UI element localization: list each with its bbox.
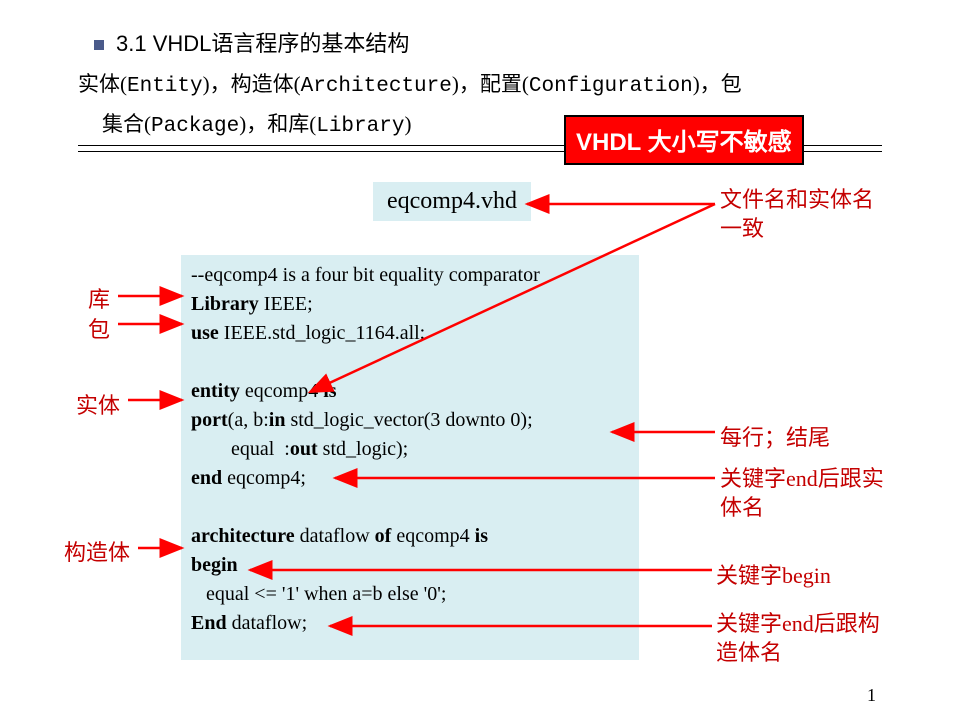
intro-library: Library <box>316 115 404 138</box>
label-text: 每行；结尾 <box>720 425 830 450</box>
kw-use: use <box>191 322 219 344</box>
intro-text: ) <box>404 112 411 136</box>
code-line: port(a, b:in std_logic_vector(3 downto 0… <box>191 406 631 435</box>
label-end-entity: 关键字end后跟实体名 <box>720 465 900 522</box>
code-text: IEEE; <box>259 293 313 315</box>
code-line: architecture dataflow of eqcomp4 is <box>191 522 631 551</box>
intro-entity: Entity <box>127 75 203 98</box>
label-filename-match: 文件名和实体名一致 <box>720 186 880 243</box>
section-heading: 3.1 VHDL语言程序的基本结构 <box>94 26 409 58</box>
kw-out: out <box>290 438 318 460</box>
code-line: End dataflow; <box>191 609 631 638</box>
label-package: 包 <box>88 312 110 344</box>
label-architecture: 构造体 <box>64 535 130 567</box>
code-line <box>191 493 631 522</box>
code-text: IEEE.std_logic_1164.all; <box>219 322 425 344</box>
label-text: 关键字end后跟实体名 <box>720 466 884 520</box>
intro-text: 实体( <box>78 72 127 96</box>
page-number-text: 1 <box>867 685 876 705</box>
label-text: 构造体 <box>64 540 130 565</box>
intro-text: )，和库( <box>239 112 316 136</box>
code-line: use IEEE.std_logic_1164.all; <box>191 319 631 348</box>
kw-begin: begin <box>191 554 238 576</box>
code-text: eqcomp4 <box>391 525 474 547</box>
intro-line-2: 集合(Package)，和库(Library) <box>102 108 411 138</box>
intro-package: Package <box>151 115 239 138</box>
label-text: 库 <box>88 287 110 312</box>
code-line: entity eqcomp4 is <box>191 377 631 406</box>
kw-is: is <box>475 525 488 547</box>
code-text: eqcomp4; <box>222 467 306 489</box>
code-line: begin <box>191 551 631 580</box>
heading-text: 3.1 VHDL语言程序的基本结构 <box>116 31 409 56</box>
code-text: (a, b: <box>228 409 269 431</box>
label-end-arch: 关键字end后跟构造体名 <box>716 610 896 667</box>
filename-box: eqcomp4.vhd <box>373 182 531 221</box>
code-text: dataflow <box>295 525 375 547</box>
label-begin: 关键字begin <box>716 558 831 590</box>
kw-of: of <box>375 525 392 547</box>
label-text: 关键字begin <box>716 563 831 588</box>
page-number: 1 <box>867 685 876 706</box>
code-text: eqcomp4 <box>240 380 323 402</box>
code-line <box>191 348 631 377</box>
intro-line-1: 实体(Entity)，构造体(Architecture)，配置(Configur… <box>78 68 742 98</box>
label-text: 关键字end后跟构造体名 <box>716 611 880 665</box>
kw-in: in <box>269 409 286 431</box>
kw-end: End <box>191 612 227 634</box>
filename-text: eqcomp4.vhd <box>387 188 517 214</box>
kw-end: end <box>191 467 222 489</box>
label-entity: 实体 <box>76 388 120 420</box>
code-text: equal : <box>191 438 290 460</box>
case-insensitive-callout: VHDL 大小写不敏感 <box>564 115 804 165</box>
kw-entity: entity <box>191 380 240 402</box>
code-text: std_logic_vector(3 downto 0); <box>285 409 532 431</box>
code-text: dataflow; <box>227 612 308 634</box>
intro-arch: Architecture <box>301 75 452 98</box>
intro-text: )，包 <box>693 72 742 96</box>
code-line: equal :out std_logic); <box>191 435 631 464</box>
kw-is: is <box>323 380 336 402</box>
kw-port: port <box>191 409 228 431</box>
code-line: --eqcomp4 is a four bit equality compara… <box>191 261 631 290</box>
label-text: 包 <box>88 317 110 342</box>
code-line: end eqcomp4; <box>191 464 631 493</box>
label-text: 文件名和实体名一致 <box>720 187 874 241</box>
label-library: 库 <box>88 282 110 314</box>
code-text: equal <= '1' when a=b else '0'; <box>191 583 446 605</box>
intro-text: )，配置( <box>452 72 529 96</box>
intro-text: 集合( <box>102 112 151 136</box>
label-semicolon: 每行；结尾 <box>720 420 830 452</box>
kw-library: Library <box>191 293 259 315</box>
bullet-icon <box>94 40 104 50</box>
code-block: --eqcomp4 is a four bit equality compara… <box>181 255 639 660</box>
redbox-text: VHDL 大小写不敏感 <box>576 129 792 156</box>
code-line: equal <= '1' when a=b else '0'; <box>191 580 631 609</box>
label-text: 实体 <box>76 393 120 418</box>
code-text: std_logic); <box>318 438 409 460</box>
kw-architecture: architecture <box>191 525 295 547</box>
code-comment: --eqcomp4 is a four bit equality compara… <box>191 264 540 286</box>
intro-text: )，构造体( <box>203 72 301 96</box>
intro-config: Configuration <box>529 75 693 98</box>
code-line: Library IEEE; <box>191 290 631 319</box>
